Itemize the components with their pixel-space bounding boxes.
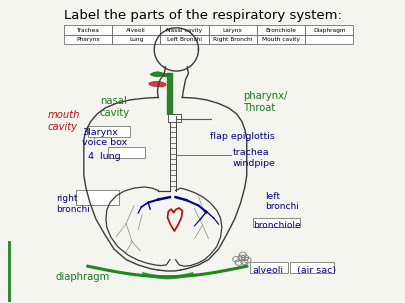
- Text: mouth
cavity: mouth cavity: [48, 110, 80, 132]
- Text: trachea
windpipe: trachea windpipe: [232, 148, 275, 168]
- Text: Label the parts of the respiratory system:: Label the parts of the respiratory syste…: [64, 9, 341, 22]
- Bar: [250, 262, 288, 273]
- Text: bronchiole: bronchiole: [253, 221, 301, 230]
- Bar: [257, 25, 305, 35]
- Polygon shape: [150, 72, 170, 76]
- Bar: [209, 25, 257, 35]
- Bar: [257, 35, 305, 44]
- Bar: [112, 35, 160, 44]
- Text: Pharynx: Pharynx: [76, 37, 100, 42]
- Polygon shape: [167, 73, 173, 114]
- Text: pharynx/
Throat: pharynx/ Throat: [243, 92, 287, 113]
- Bar: [290, 262, 335, 273]
- Text: Trachea: Trachea: [77, 28, 99, 32]
- Text: Left Bronchi: Left Bronchi: [167, 37, 202, 42]
- Text: Lung: Lung: [129, 37, 143, 42]
- Text: nasal
cavity: nasal cavity: [100, 96, 130, 118]
- Bar: [64, 35, 112, 44]
- Bar: [253, 218, 300, 227]
- Bar: [112, 25, 160, 35]
- Polygon shape: [149, 82, 166, 87]
- Text: alveoli: alveoli: [253, 266, 284, 275]
- Text: Larynx: Larynx: [223, 28, 243, 32]
- Text: left
bronchi: left bronchi: [265, 192, 299, 211]
- Text: Nasal cavity: Nasal cavity: [166, 28, 202, 32]
- Bar: [305, 35, 353, 44]
- Text: Alveoli: Alveoli: [126, 28, 146, 32]
- Text: Right Bronchi: Right Bronchi: [213, 37, 252, 42]
- Text: right
bronchi: right bronchi: [56, 194, 90, 214]
- Bar: [305, 25, 353, 35]
- Text: (air sac): (air sac): [297, 266, 336, 275]
- Bar: [64, 25, 112, 35]
- Text: flap epiglottis: flap epiglottis: [210, 132, 275, 141]
- Bar: [76, 190, 119, 205]
- Text: diaphragm: diaphragm: [56, 272, 110, 282]
- Bar: [168, 114, 181, 122]
- Bar: [160, 35, 209, 44]
- Text: Bronchiole: Bronchiole: [265, 28, 296, 32]
- Text: 4  lung: 4 lung: [88, 152, 121, 161]
- Bar: [88, 126, 130, 137]
- Text: Diaphragm: Diaphragm: [313, 28, 345, 32]
- Bar: [209, 35, 257, 44]
- Text: 3larynx
voice box: 3larynx voice box: [82, 128, 127, 148]
- Text: Mouth cavity: Mouth cavity: [262, 37, 300, 42]
- Bar: [160, 25, 209, 35]
- Bar: [108, 147, 145, 158]
